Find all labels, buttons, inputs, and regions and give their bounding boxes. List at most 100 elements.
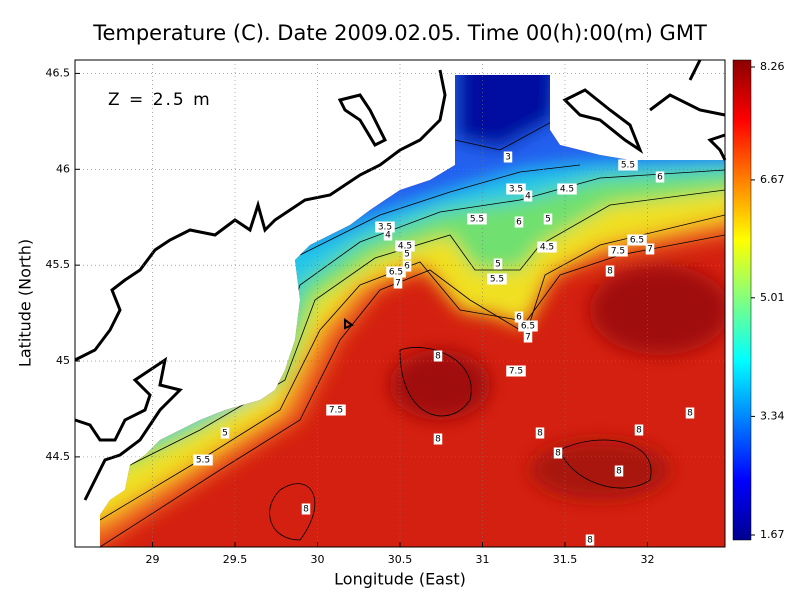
- contour-label-bg: [543, 213, 553, 225]
- contour-label-text: 5: [545, 215, 551, 225]
- x-axis-label: Longitude (East): [334, 570, 466, 589]
- contour-label-text: 8: [303, 505, 309, 515]
- contour-label-bg: [655, 171, 665, 183]
- contour-label-bg: [537, 241, 557, 253]
- colorbar: [732, 59, 752, 541]
- contour-label: 5: [220, 427, 230, 439]
- contour-label-bg: [634, 424, 644, 436]
- chart-title: Temperature (C). Date 2009.02.05. Time 0…: [92, 21, 707, 45]
- contour-label-text: 8: [616, 467, 622, 477]
- contour-label-text: 8: [555, 449, 561, 459]
- contour-label-bg: [383, 229, 393, 241]
- contour-label-text: 7: [395, 279, 401, 289]
- contour-label-text: 3: [505, 153, 511, 163]
- contour-label-text: 3.5: [378, 223, 392, 233]
- contour-label: 3.5: [375, 221, 395, 233]
- contour-label: 8: [585, 534, 595, 546]
- y-tick-label: 45: [56, 354, 70, 367]
- contour-label: 7.5: [326, 404, 346, 416]
- contour-label-bg: [433, 433, 443, 445]
- contour-label-text: 6.5: [630, 236, 644, 246]
- colorbar-tick-label: 6.67: [760, 173, 785, 186]
- contour-label: 8: [553, 447, 563, 459]
- contour-label: 5: [543, 213, 553, 225]
- contour-label-text: 4: [525, 192, 531, 202]
- contour-label-text: 8: [587, 536, 593, 546]
- contour-label-bg: [645, 243, 655, 255]
- y-tick-label: 45.5: [46, 258, 71, 271]
- coastline: [74, 59, 727, 501]
- contour-label: 5: [493, 258, 503, 270]
- contour-label-bg: [614, 465, 624, 477]
- contour-label-text: 8: [636, 426, 642, 436]
- contour-label-bg: [627, 234, 647, 246]
- contour-label-bg: [506, 365, 526, 377]
- contour-label: 3: [503, 151, 513, 163]
- contour-label-text: 8: [435, 352, 441, 362]
- contour-label: 7: [393, 277, 403, 289]
- contour-label: 8: [614, 465, 624, 477]
- colorbar-tick-label: 3.34: [760, 409, 785, 422]
- contour-label: 4.5: [537, 241, 557, 253]
- contour-label: 8: [433, 433, 443, 445]
- x-tick-label: 29: [146, 553, 160, 566]
- contour-label-text: 5.5: [470, 215, 484, 225]
- contour-label: 6: [514, 216, 524, 228]
- contour-label-bg: [326, 404, 346, 416]
- contour-label: 5.5: [487, 273, 507, 285]
- contour-label-text: 5: [222, 429, 228, 439]
- contour-label-text: 6: [516, 313, 522, 323]
- contour-label-bg: [514, 311, 524, 323]
- contour-label-text: 8: [435, 435, 441, 445]
- contour-label-bg: [402, 248, 412, 260]
- contour-label-text: 8: [537, 429, 543, 439]
- contour-label: 7.5: [506, 365, 526, 377]
- contour-label-bg: [523, 331, 533, 343]
- contour-label-bg: [433, 350, 443, 362]
- contour-label: 7.5: [608, 245, 628, 257]
- contour-label-bg: [402, 260, 412, 272]
- contour-label: 5.5: [618, 159, 638, 171]
- contour-label: 8: [301, 503, 311, 515]
- y-axis-label: Latitude (North): [16, 239, 35, 367]
- contour-label-bg: [605, 265, 615, 277]
- contour-label-bg: [393, 277, 403, 289]
- contour-label: 4: [383, 229, 393, 241]
- contour-label: 4: [523, 190, 533, 202]
- contour-label-bg: [514, 216, 524, 228]
- contour-label-text: 7: [525, 333, 531, 343]
- contour-label-text: 7.5: [509, 367, 523, 377]
- contour-label: 7: [645, 243, 655, 255]
- contour-label-bg: [553, 447, 563, 459]
- contour-label: 6: [514, 311, 524, 323]
- contour-label-bg: [193, 454, 213, 466]
- contour-label: 8: [605, 265, 615, 277]
- contour-label-text: 8: [607, 267, 613, 277]
- colorbar-tick-label: 8.26: [760, 60, 785, 73]
- contour-label-text: 3.5: [509, 185, 523, 195]
- contour-label: 7: [523, 331, 533, 343]
- contour-label-text: 5.5: [621, 161, 635, 171]
- contour-label-text: 4.5: [560, 185, 574, 195]
- contour-label: 5.5: [193, 454, 213, 466]
- contour-label: 8: [433, 350, 443, 362]
- contour-label: 6: [402, 260, 412, 272]
- contour-label-text: 6: [657, 173, 663, 183]
- contour-label-bg: [518, 320, 538, 332]
- x-tick-label: 32: [640, 553, 654, 566]
- contour-label-text: 5.5: [490, 275, 504, 285]
- contour-label: 8: [685, 407, 695, 419]
- colorbar-tick-label: 1.67: [760, 528, 785, 541]
- contour-label: 5.5: [467, 213, 487, 225]
- contour-label-text: 6.5: [521, 322, 535, 332]
- contour-label-bg: [386, 266, 406, 278]
- colorbar-tick-label: 5.01: [760, 291, 785, 304]
- contour-label: 6.5: [518, 320, 538, 332]
- contour-label-text: 5: [495, 260, 501, 270]
- contour-label-bg: [487, 273, 507, 285]
- contour-label-bg: [618, 159, 638, 171]
- contour-label-bg: [523, 190, 533, 202]
- contour-label-text: 7.5: [329, 406, 343, 416]
- contour-label: 4.5: [557, 183, 577, 195]
